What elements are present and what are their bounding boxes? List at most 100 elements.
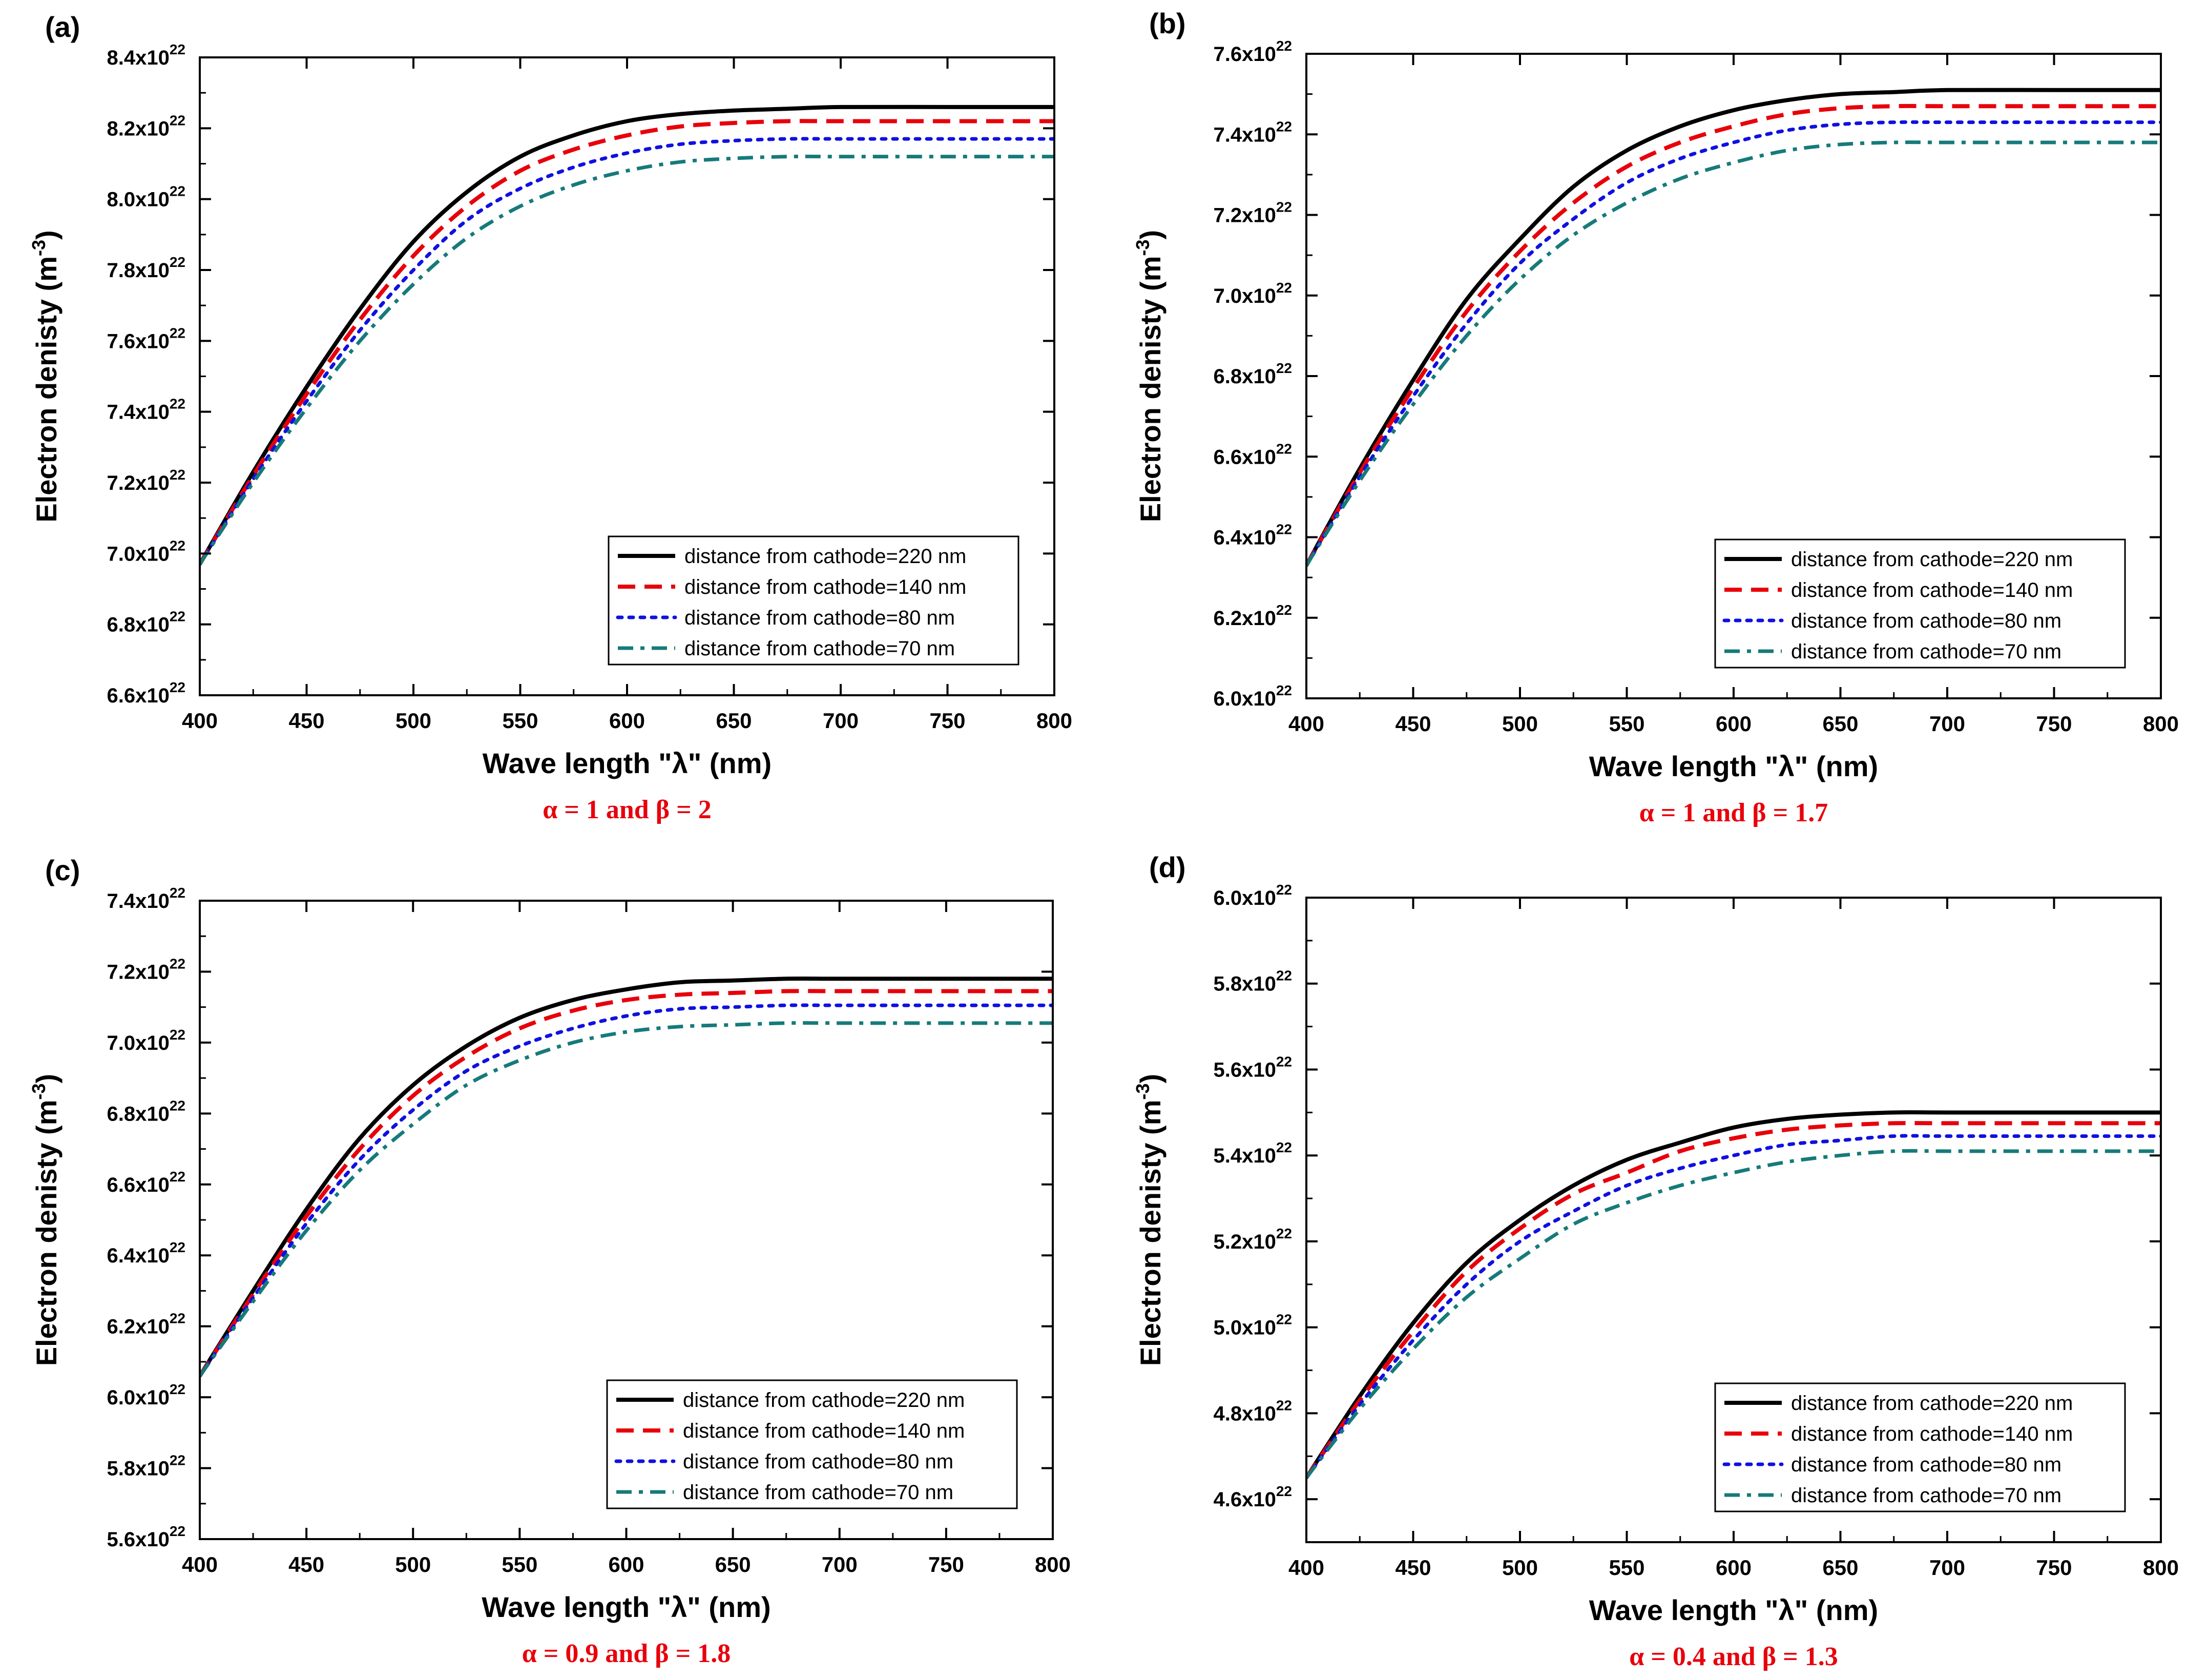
series-line-1 [200, 119, 1054, 566]
series-line-2 [1306, 120, 2161, 568]
legend-label: distance from cathode=80 nm [1791, 1454, 2061, 1476]
x-tick-label: 500 [395, 709, 431, 733]
y-tick-label: 7.2x1022 [107, 467, 186, 494]
y-tick-label: 5.4x1022 [1214, 1139, 1293, 1167]
x-tick-label: 550 [1609, 712, 1644, 736]
y-tick-label: 6.6x1022 [1214, 441, 1293, 468]
condition-label: α = 1 and β = 2 [543, 795, 712, 824]
x-axis-title: Wave length "λ" (nm) [482, 1591, 770, 1623]
x-tick-label: 800 [2143, 1555, 2179, 1580]
x-tick-label: 600 [1716, 1555, 1752, 1580]
x-tick-label: 750 [928, 1552, 964, 1577]
panel-label: (b) [1149, 7, 1186, 39]
x-tick-label: 650 [715, 1552, 751, 1577]
chart-svg: (c) 400 450 500 550 600 650 700 750 800 5.6x1022 5.… [28, 854, 1071, 1668]
series-line-0 [200, 105, 1054, 566]
y-tick-label: 7.4x1022 [107, 396, 186, 424]
x-tick-label: 400 [1288, 1555, 1324, 1580]
legend-label: distance from cathode=140 nm [684, 576, 966, 598]
y-tick-label: 6.0x1022 [1214, 682, 1293, 710]
legend-label: distance from cathode=80 nm [1791, 610, 2061, 632]
series-line-1 [1306, 103, 2161, 567]
series-line-0 [1306, 88, 2161, 567]
y-tick-label: 5.6x1022 [107, 1523, 186, 1551]
x-tick-label: 550 [1609, 1555, 1644, 1580]
y-tick-label: 5.2x1022 [1214, 1226, 1293, 1253]
legend-label: distance from cathode=220 nm [684, 545, 966, 568]
x-tick-label: 800 [1036, 709, 1072, 733]
legend: distance from cathode=220 nm distance fro… [608, 535, 1019, 666]
legend-label: distance from cathode=220 nm [1791, 1392, 2073, 1415]
series-group [200, 977, 1053, 1378]
series-group [1306, 1110, 2161, 1480]
series-group [200, 105, 1054, 566]
panel-label: (d) [1149, 851, 1186, 883]
y-tick-label: 7.4x1022 [107, 885, 186, 912]
y-tick-label: 7.0x1022 [107, 537, 186, 565]
series-line-2 [1306, 1134, 2161, 1480]
y-tick-label: 5.6x1022 [1214, 1053, 1293, 1081]
legend-box [606, 1379, 1018, 1509]
x-tick-label: 450 [288, 709, 324, 733]
x-tick-label: 700 [1929, 1555, 1965, 1580]
x-tick-label: 650 [1822, 712, 1858, 736]
series-line-3 [200, 1021, 1053, 1377]
y-axis-title: Electron denisty (m-3) [1132, 1074, 1167, 1366]
x-axis-title: Wave length "λ" (nm) [1589, 1594, 1878, 1626]
y-tick-label: 4.8x1022 [1214, 1397, 1293, 1425]
x-tick-label: 400 [182, 1552, 218, 1577]
y-tick-label: 8.2x1022 [107, 112, 186, 140]
series-line-1 [200, 989, 1053, 1377]
series-line-2 [200, 137, 1054, 566]
x-tick-label: 450 [1395, 712, 1431, 736]
x-tick-label: 600 [1716, 712, 1752, 736]
legend-label: distance from cathode=140 nm [1791, 1423, 2073, 1445]
x-tick-label: 750 [2036, 712, 2072, 736]
x-tick-label: 450 [1395, 1555, 1431, 1580]
y-tick-label: 5.0x1022 [1214, 1312, 1293, 1339]
series-line-0 [200, 977, 1053, 1377]
x-tick-label: 700 [1929, 712, 1965, 736]
y-tick-label: 6.8x1022 [107, 609, 186, 636]
y-tick-label: 7.8x1022 [107, 254, 186, 282]
x-tick-label: 800 [2143, 712, 2179, 736]
x-tick-label: 500 [1502, 712, 1538, 736]
y-tick-label: 5.8x1022 [1214, 968, 1293, 995]
chart-svg: (d) 400 450 500 550 600 650 700 750 800 4.6x1022 4.… [1132, 851, 2179, 1671]
y-tick-label: 6.6x1022 [107, 1169, 186, 1196]
panel-label: (a) [45, 11, 80, 43]
x-tick-label: 400 [182, 709, 218, 733]
y-tick-label: 7.2x1022 [1214, 199, 1293, 227]
x-tick-label: 400 [1288, 712, 1324, 736]
x-tick-label: 750 [929, 709, 965, 733]
series-line-3 [200, 154, 1054, 565]
legend-label: distance from cathode=70 nm [1791, 1484, 2061, 1507]
chart-svg: (a) 400 450 500 550 600 650 700 750 800 6.6x1022 6.… [28, 11, 1072, 824]
y-tick-label: 6.4x1022 [107, 1239, 186, 1267]
series-line-3 [1306, 140, 2161, 567]
chart-panel-b: (b) 400 450 500 550 600 650 700 750 800 6.0x1022 6.… [1104, 0, 2208, 840]
legend: distance from cathode=220 nm distance fro… [1714, 538, 2126, 669]
legend-label: distance from cathode=220 nm [1791, 548, 2073, 571]
condition-label: α = 1 and β = 1.7 [1639, 798, 1828, 827]
legend-box [1714, 1382, 2126, 1512]
chart-svg: (b) 400 450 500 550 600 650 700 750 800 6.0x1022 6.… [1132, 7, 2179, 827]
legend: distance from cathode=220 nm distance fro… [1714, 1382, 2126, 1512]
legend-label: distance from cathode=70 nm [683, 1481, 953, 1504]
y-tick-label: 7.4x1022 [1214, 118, 1293, 146]
y-tick-label: 6.2x1022 [107, 1311, 186, 1338]
x-tick-label: 500 [1502, 1555, 1538, 1580]
chart-panel-a: (a) 400 450 500 550 600 650 700 750 800 6.6x1022 6.… [0, 0, 1104, 840]
y-tick-label: 7.6x1022 [107, 325, 186, 352]
legend-label: distance from cathode=80 nm [684, 607, 955, 629]
y-tick-label: 8.4x1022 [107, 42, 186, 69]
x-axis-title: Wave length "λ" (nm) [1589, 750, 1878, 782]
x-tick-label: 700 [822, 1552, 858, 1577]
series-line-2 [200, 1003, 1053, 1378]
x-tick-label: 550 [502, 1552, 537, 1577]
legend-box [1714, 538, 2126, 669]
series-line-1 [1306, 1121, 2161, 1479]
legend-label: distance from cathode=220 nm [683, 1389, 965, 1412]
y-tick-label: 6.0x1022 [107, 1381, 186, 1409]
